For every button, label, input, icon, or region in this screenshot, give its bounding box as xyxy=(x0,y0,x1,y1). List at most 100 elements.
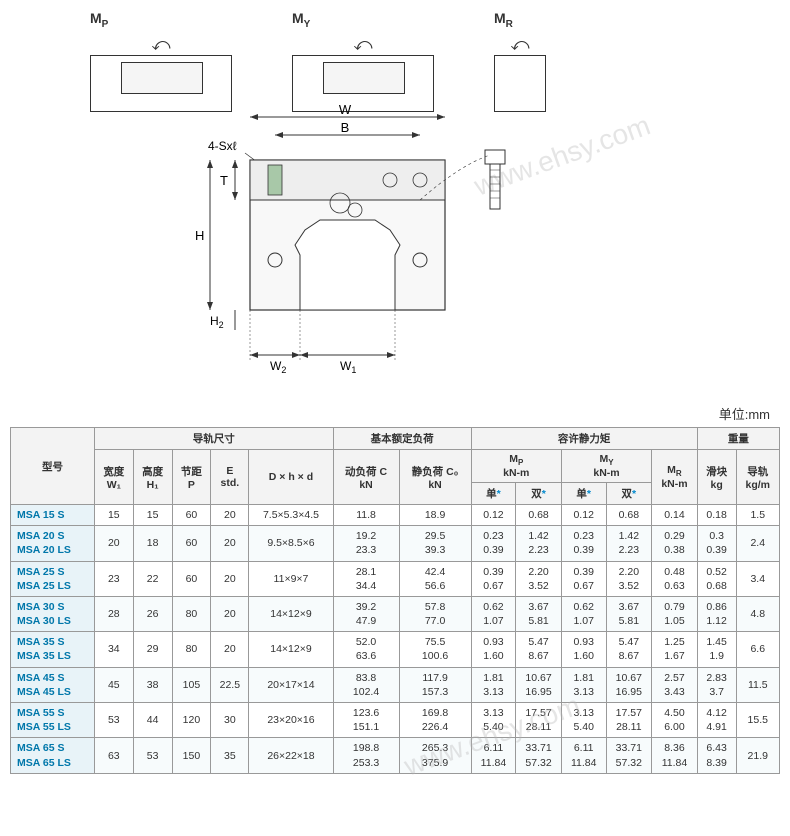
rail-top-view xyxy=(292,55,434,112)
cell-e: 35 xyxy=(211,738,249,773)
cell-c: 123.6151.1 xyxy=(333,702,399,737)
mr-diagram: MR ⤺ xyxy=(494,10,546,112)
dim-h2: H2 xyxy=(210,314,224,330)
cell-e: 22.5 xyxy=(211,667,249,702)
cell-rail: 11.5 xyxy=(736,667,779,702)
cell-mp-d: 0.68 xyxy=(516,505,562,526)
cell-mp-d: 1.422.23 xyxy=(516,526,562,561)
arc-arrow-icon: ⤺ xyxy=(494,34,546,55)
cell-rail: 15.5 xyxy=(736,702,779,737)
cell-h1: 38 xyxy=(133,667,172,702)
cell-blk: 1.451.9 xyxy=(697,632,736,667)
cell-my-s: 6.1111.84 xyxy=(561,738,606,773)
cell-mr: 8.3611.84 xyxy=(652,738,698,773)
cell-w1: 63 xyxy=(94,738,133,773)
dim-w1: W1 xyxy=(340,359,356,375)
cell-co: 75.5100.6 xyxy=(399,632,471,667)
col-dhd: D × h × d xyxy=(249,450,333,505)
cell-mr: 0.290.38 xyxy=(652,526,698,561)
cell-model: MSA 20 SMSA 20 LS xyxy=(11,526,95,561)
col-mr: MRkN-m xyxy=(652,450,698,505)
cell-mp-s: 0.390.67 xyxy=(471,561,516,596)
table-row: MSA 45 SMSA 45 LS453810522.520×17×1483.8… xyxy=(11,667,780,702)
dim-w2: W2 xyxy=(270,359,286,375)
cell-e: 20 xyxy=(211,526,249,561)
cell-mp-s: 0.230.39 xyxy=(471,526,516,561)
arc-arrow-icon: ⤺ xyxy=(90,34,232,55)
cell-e: 20 xyxy=(211,561,249,596)
mr-label: MR xyxy=(494,10,546,30)
col-e: Estd. xyxy=(211,450,249,505)
cell-my-s: 0.931.60 xyxy=(561,632,606,667)
cell-c: 28.134.4 xyxy=(333,561,399,596)
cell-h1: 44 xyxy=(133,702,172,737)
cell-blk: 0.30.39 xyxy=(697,526,736,561)
cell-mp-s: 0.12 xyxy=(471,505,516,526)
table-row: MSA 55 SMSA 55 LS53441203023×20×16123.61… xyxy=(11,702,780,737)
table-body: MSA 15 S151560207.5×5.3×4.511.818.90.120… xyxy=(11,505,780,774)
cross-section-svg: W B 4-Sxℓ T xyxy=(190,105,540,385)
cell-my-s: 1.813.13 xyxy=(561,667,606,702)
table-row: MSA 35 SMSA 35 LS3429802014×12×952.063.6… xyxy=(11,632,780,667)
table-row: MSA 65 SMSA 65 LS63531503526×22×18198.82… xyxy=(11,738,780,773)
cell-dhd: 23×20×16 xyxy=(249,702,333,737)
cell-p: 80 xyxy=(172,632,211,667)
col-w1: 宽度W₁ xyxy=(94,450,133,505)
cell-mp-s: 0.621.07 xyxy=(471,596,516,631)
cell-mp-d: 17.5728.11 xyxy=(516,702,562,737)
cell-e: 20 xyxy=(211,505,249,526)
cell-e: 20 xyxy=(211,596,249,631)
cell-blk: 6.438.39 xyxy=(697,738,736,773)
cell-mr: 0.480.63 xyxy=(652,561,698,596)
cell-model: MSA 30 SMSA 30 LS xyxy=(11,596,95,631)
cell-mr: 2.573.43 xyxy=(652,667,698,702)
cell-p: 80 xyxy=(172,596,211,631)
cell-mp-d: 33.7157.32 xyxy=(516,738,562,773)
col-mp-single: 单* xyxy=(471,483,516,505)
cell-my-d: 2.203.52 xyxy=(606,561,652,596)
cell-c: 52.063.6 xyxy=(333,632,399,667)
cell-dhd: 7.5×5.3×4.5 xyxy=(249,505,333,526)
col-block: 滑块kg xyxy=(697,450,736,505)
cell-mr: 1.251.67 xyxy=(652,632,698,667)
cell-co: 57.877.0 xyxy=(399,596,471,631)
cell-dhd: 11×9×7 xyxy=(249,561,333,596)
cell-rail: 2.4 xyxy=(736,526,779,561)
cell-p: 105 xyxy=(172,667,211,702)
cell-my-d: 1.422.23 xyxy=(606,526,652,561)
cell-blk: 0.861.12 xyxy=(697,596,736,631)
cell-mr: 0.14 xyxy=(652,505,698,526)
cell-rail: 4.8 xyxy=(736,596,779,631)
cell-model: MSA 35 SMSA 35 LS xyxy=(11,632,95,667)
cell-my-d: 10.6716.95 xyxy=(606,667,652,702)
cell-mr: 0.791.05 xyxy=(652,596,698,631)
cell-w1: 34 xyxy=(94,632,133,667)
cell-co: 169.8226.4 xyxy=(399,702,471,737)
cell-w1: 28 xyxy=(94,596,133,631)
mp-label: MP xyxy=(90,10,232,30)
cell-co: 18.9 xyxy=(399,505,471,526)
cell-p: 150 xyxy=(172,738,211,773)
cell-mp-d: 2.203.52 xyxy=(516,561,562,596)
cell-model: MSA 15 S xyxy=(11,505,95,526)
dim-w: W xyxy=(339,105,352,117)
cell-w1: 45 xyxy=(94,667,133,702)
mp-diagram: MP ⤺ xyxy=(90,10,232,112)
cell-my-s: 0.230.39 xyxy=(561,526,606,561)
cell-c: 39.247.9 xyxy=(333,596,399,631)
col-c: 动负荷 CkN xyxy=(333,450,399,505)
cell-p: 60 xyxy=(172,526,211,561)
cell-blk: 4.124.91 xyxy=(697,702,736,737)
cell-rail: 6.6 xyxy=(736,632,779,667)
col-rail: 导轨kg/m xyxy=(736,450,779,505)
cell-dhd: 14×12×9 xyxy=(249,596,333,631)
col-p: 节距P xyxy=(172,450,211,505)
cell-rail: 3.4 xyxy=(736,561,779,596)
cell-dhd: 14×12×9 xyxy=(249,632,333,667)
unit-label: 单位:mm xyxy=(10,404,770,423)
my-label: MY xyxy=(292,10,434,30)
cell-c: 11.8 xyxy=(333,505,399,526)
cell-rail: 21.9 xyxy=(736,738,779,773)
cell-model: MSA 55 SMSA 55 LS xyxy=(11,702,95,737)
cell-my-s: 0.390.67 xyxy=(561,561,606,596)
